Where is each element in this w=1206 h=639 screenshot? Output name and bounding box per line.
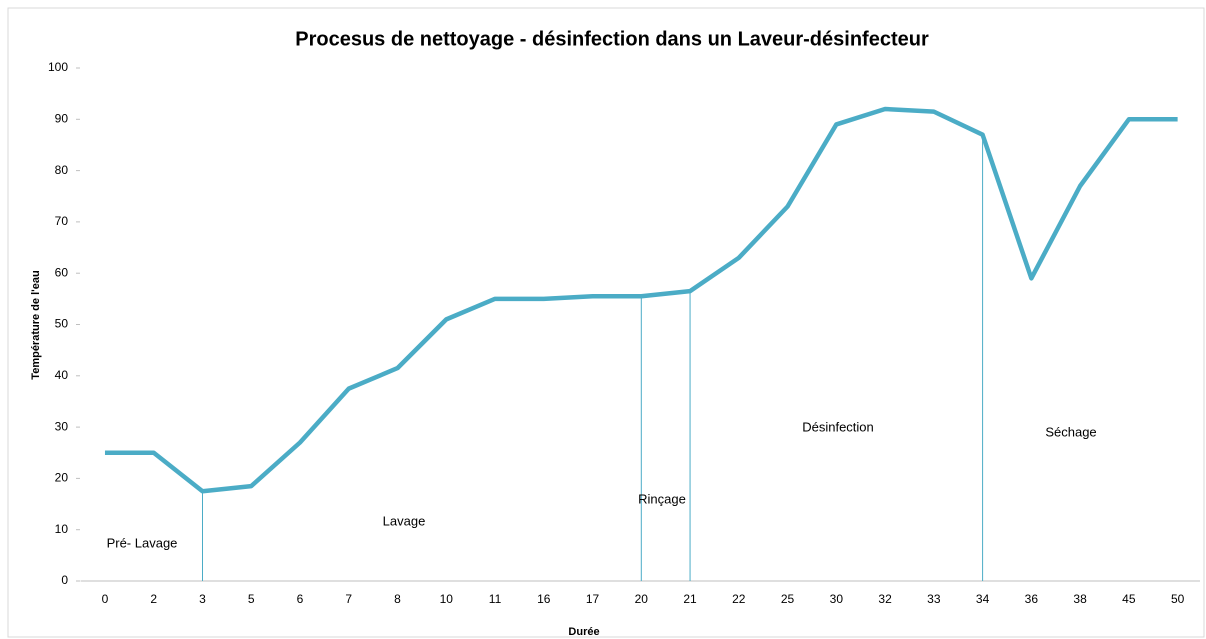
x-tick-label: 25 bbox=[781, 592, 795, 606]
x-tick-label: 6 bbox=[297, 592, 304, 606]
x-tick-label: 16 bbox=[537, 592, 551, 606]
x-tick-label: 7 bbox=[345, 592, 352, 606]
y-tick-label: 20 bbox=[55, 471, 69, 485]
y-tick-label: 70 bbox=[55, 214, 69, 228]
x-tick-label: 3 bbox=[199, 592, 206, 606]
phase-label: Pré- Lavage bbox=[107, 535, 178, 550]
x-tick-label: 34 bbox=[976, 592, 990, 606]
phase-label: Lavage bbox=[383, 513, 426, 528]
y-tick-label: 40 bbox=[55, 368, 69, 382]
x-tick-label: 2 bbox=[150, 592, 157, 606]
phase-label: Séchage bbox=[1045, 424, 1096, 439]
y-tick-label: 10 bbox=[55, 522, 69, 536]
x-tick-label: 0 bbox=[102, 592, 109, 606]
phase-label: Rinçage bbox=[638, 491, 686, 506]
x-tick-label: 17 bbox=[586, 592, 600, 606]
x-tick-label: 30 bbox=[830, 592, 844, 606]
x-tick-label: 10 bbox=[440, 592, 454, 606]
x-tick-label: 50 bbox=[1171, 592, 1185, 606]
x-tick-label: 11 bbox=[489, 592, 502, 606]
x-tick-label: 5 bbox=[248, 592, 255, 606]
y-axis-title: Température de l'eau bbox=[30, 270, 42, 379]
phase-label: Désinfection bbox=[802, 419, 874, 434]
x-tick-label: 33 bbox=[927, 592, 941, 606]
x-tick-label: 22 bbox=[732, 592, 746, 606]
x-tick-label: 45 bbox=[1122, 592, 1136, 606]
chart-border bbox=[7, 7, 1205, 638]
y-tick-label: 80 bbox=[55, 163, 69, 177]
x-tick-label: 21 bbox=[683, 592, 697, 606]
x-tick-label: 32 bbox=[878, 592, 892, 606]
y-tick-label: 60 bbox=[55, 265, 69, 279]
y-tick-label: 0 bbox=[61, 573, 68, 587]
y-tick-label: 100 bbox=[48, 60, 68, 74]
y-tick-label: 90 bbox=[55, 111, 69, 125]
x-axis-title: Durée bbox=[568, 626, 599, 638]
x-tick-label: 20 bbox=[635, 592, 649, 606]
x-tick-label: 8 bbox=[394, 592, 401, 606]
y-tick-label: 30 bbox=[55, 419, 69, 433]
y-tick-label: 50 bbox=[55, 317, 69, 331]
chart-title: Procesus de nettoyage - désinfection dan… bbox=[295, 28, 929, 50]
x-tick-label: 38 bbox=[1073, 592, 1087, 606]
x-tick-label: 36 bbox=[1025, 592, 1039, 606]
